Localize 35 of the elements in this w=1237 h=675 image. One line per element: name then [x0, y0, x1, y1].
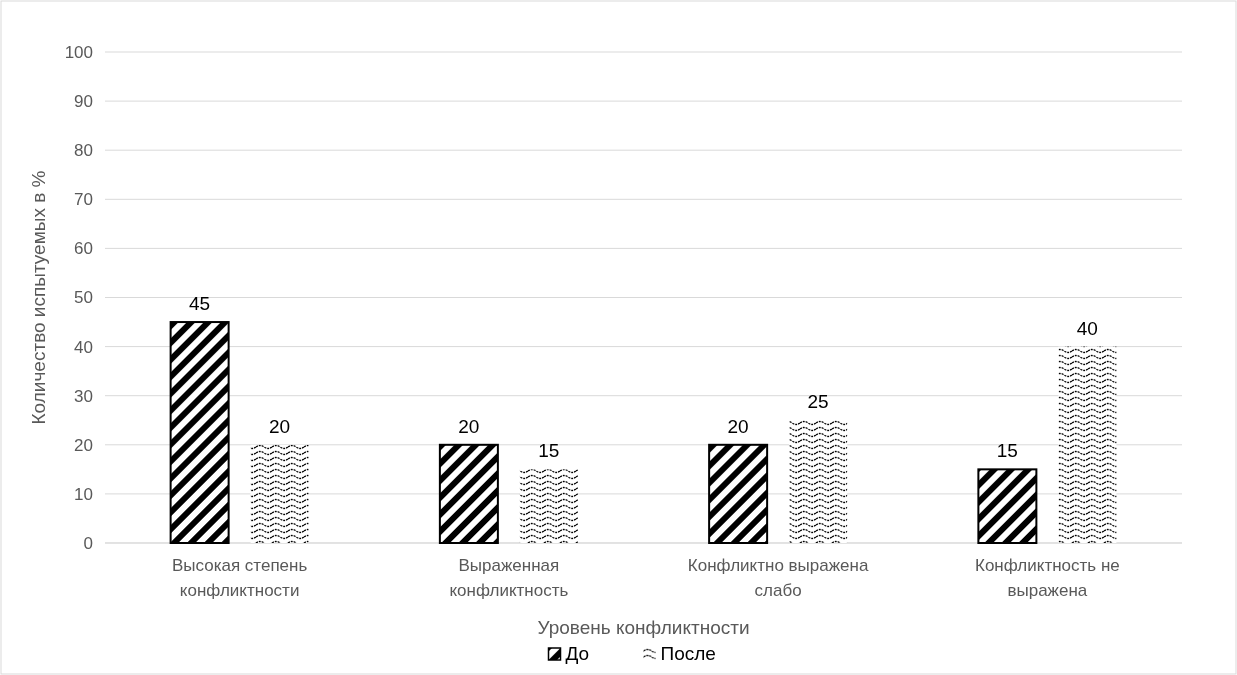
bar: [708, 443, 769, 544]
y-tick-label: 40: [74, 337, 93, 357]
data-label: 45: [189, 293, 211, 315]
bar: [250, 444, 309, 543]
data-label: 20: [269, 415, 291, 437]
y-tick-label: 90: [74, 92, 93, 112]
legend-label: До: [565, 643, 590, 664]
y-tick-label: 10: [74, 484, 93, 504]
bar: [789, 420, 848, 543]
y-tick-label: 80: [74, 141, 93, 161]
data-label: 25: [807, 391, 829, 413]
x-tick-label: Высокая степень конфликтности: [171, 556, 308, 600]
bar: [1058, 346, 1117, 543]
x-tick-label: Конфликтность не выражена: [975, 556, 1120, 600]
x-tick-label: Конфликтно выражена слабо: [687, 556, 869, 600]
y-tick-label: 70: [74, 190, 93, 210]
y-tick-label: 30: [74, 386, 93, 406]
y-tick-label: 20: [74, 435, 93, 455]
data-label: 15: [538, 440, 560, 462]
data-label: 40: [1076, 317, 1098, 339]
data-label: 20: [727, 415, 749, 437]
data-label: 20: [458, 415, 480, 437]
data-label: 15: [996, 440, 1018, 462]
x-tick-label: Выраженная конфликтность: [449, 556, 569, 600]
bar: [438, 443, 499, 544]
bar: [169, 321, 230, 544]
y-tick-label: 60: [74, 239, 93, 259]
bar: [519, 469, 578, 543]
bar: [977, 468, 1038, 544]
y-tick-label: 100: [64, 42, 93, 62]
y-tick-label: 50: [74, 288, 93, 308]
y-axis-title: Количество испытуемых в %: [28, 170, 49, 425]
y-tick-label: 0: [83, 533, 93, 553]
legend-label: После: [660, 643, 716, 664]
x-axis-title: Уровень конфликтности: [537, 617, 750, 638]
